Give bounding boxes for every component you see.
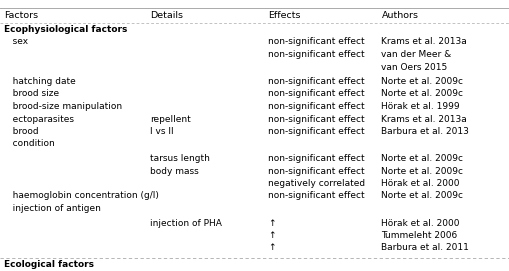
Text: Krams et al. 2013a: Krams et al. 2013a — [381, 37, 466, 47]
Text: Details: Details — [150, 11, 183, 20]
Text: Norte et al. 2009c: Norte et al. 2009c — [381, 166, 463, 176]
Text: Norte et al. 2009c: Norte et al. 2009c — [381, 154, 463, 163]
Text: Hörak et al. 2000: Hörak et al. 2000 — [381, 218, 459, 227]
Text: ↑: ↑ — [267, 218, 275, 227]
Text: Krams et al. 2013a: Krams et al. 2013a — [381, 115, 466, 124]
Text: I vs II: I vs II — [150, 127, 174, 136]
Text: Barbura et al. 2011: Barbura et al. 2011 — [381, 244, 468, 253]
Text: non-significant effect: non-significant effect — [267, 154, 363, 163]
Text: Norte et al. 2009c: Norte et al. 2009c — [381, 77, 463, 86]
Text: Authors: Authors — [381, 11, 418, 20]
Text: injection of antigen: injection of antigen — [4, 204, 101, 213]
Text: tarsus length: tarsus length — [150, 154, 210, 163]
Text: Effects: Effects — [267, 11, 300, 20]
Text: non-significant effect: non-significant effect — [267, 127, 363, 136]
Text: non-significant effect: non-significant effect — [267, 115, 363, 124]
Text: brood: brood — [4, 127, 39, 136]
Text: haemoglobin concentration (g/l): haemoglobin concentration (g/l) — [4, 192, 159, 201]
Text: sex: sex — [4, 37, 28, 47]
Text: non-significant effect: non-significant effect — [267, 192, 363, 201]
Text: Norte et al. 2009c: Norte et al. 2009c — [381, 89, 463, 98]
Text: Barbura et al. 2013: Barbura et al. 2013 — [381, 127, 468, 136]
Text: non-significant effect: non-significant effect — [267, 37, 363, 47]
Text: van Oers 2015: van Oers 2015 — [381, 63, 447, 72]
Text: non-significant effect: non-significant effect — [267, 89, 363, 98]
Text: van der Meer &: van der Meer & — [381, 50, 451, 59]
Text: ↑: ↑ — [267, 244, 275, 253]
Text: condition: condition — [4, 140, 55, 149]
Text: Hörak et al. 1999: Hörak et al. 1999 — [381, 102, 459, 111]
Text: hatching date: hatching date — [4, 77, 76, 86]
Text: Ecological factors: Ecological factors — [4, 260, 94, 269]
Text: body mass: body mass — [150, 166, 199, 176]
Text: brood-size manipulation: brood-size manipulation — [4, 102, 122, 111]
Text: injection of PHA: injection of PHA — [150, 218, 222, 227]
Text: Tummeleht 2006: Tummeleht 2006 — [381, 231, 457, 240]
Text: negatively correlated: negatively correlated — [267, 179, 364, 188]
Text: Factors: Factors — [4, 11, 38, 20]
Text: non-significant effect: non-significant effect — [267, 50, 363, 59]
Text: Hörak et al. 2000: Hörak et al. 2000 — [381, 179, 459, 188]
Text: ectoparasites: ectoparasites — [4, 115, 74, 124]
Text: repellent: repellent — [150, 115, 191, 124]
Text: non-significant effect: non-significant effect — [267, 77, 363, 86]
Text: brood size: brood size — [4, 89, 59, 98]
Text: ↑: ↑ — [267, 231, 275, 240]
Text: Norte et al. 2009c: Norte et al. 2009c — [381, 192, 463, 201]
Text: non-significant effect: non-significant effect — [267, 166, 363, 176]
Text: Ecophysiological factors: Ecophysiological factors — [4, 25, 127, 34]
Text: non-significant effect: non-significant effect — [267, 102, 363, 111]
